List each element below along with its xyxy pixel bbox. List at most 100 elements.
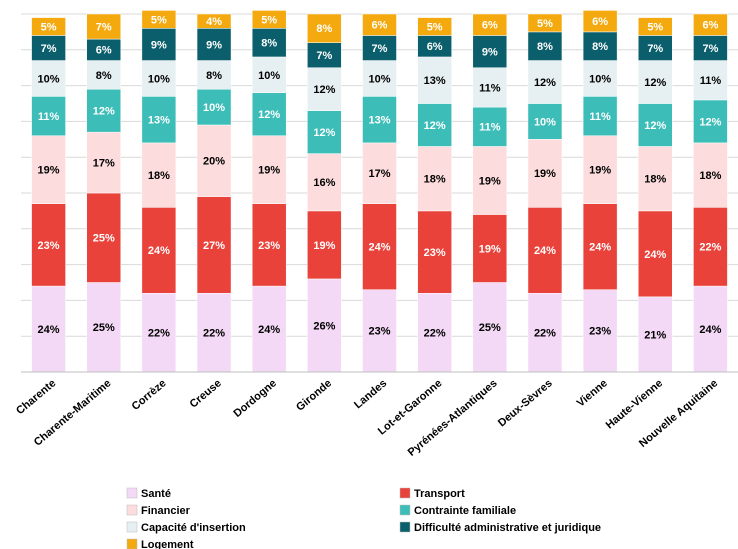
- value-label: 9%: [151, 39, 167, 51]
- value-label: 4%: [206, 16, 222, 28]
- bar-segment: [141, 142, 177, 208]
- value-label: 24%: [258, 324, 280, 336]
- x-tick-label: Pyrénées-Atlantiques: [406, 377, 500, 458]
- value-label: 12%: [644, 120, 666, 132]
- value-label: 22%: [699, 242, 721, 254]
- bar-segment: [527, 139, 563, 208]
- value-label: 10%: [38, 73, 60, 85]
- value-label: 5%: [537, 18, 553, 30]
- value-label: 8%: [537, 41, 553, 53]
- x-tick-label: Vienne: [575, 377, 610, 409]
- value-label: 11%: [700, 75, 722, 87]
- value-label: 27%: [203, 240, 225, 252]
- value-label: 24%: [589, 242, 611, 254]
- value-label: 18%: [644, 174, 666, 186]
- legend-label: Logement: [141, 539, 194, 549]
- value-label: 13%: [148, 115, 170, 127]
- bar-segment: [527, 60, 563, 104]
- value-label: 18%: [699, 170, 721, 182]
- bar-segment: [307, 42, 342, 68]
- bar-segment: [693, 13, 728, 36]
- value-label: 6%: [427, 41, 443, 53]
- bar-segment: [251, 56, 287, 94]
- legend-swatch: [126, 504, 138, 516]
- value-label: 19%: [479, 175, 501, 187]
- bar-segment: [86, 192, 121, 283]
- value-label: 7%: [647, 43, 663, 55]
- value-label: 19%: [589, 165, 611, 177]
- legend-label: Santé: [141, 488, 171, 500]
- value-label: 7%: [702, 43, 718, 55]
- bar-segment: [417, 56, 452, 104]
- value-label: 24%: [644, 249, 666, 261]
- value-label: 25%: [479, 322, 501, 334]
- value-label: 5%: [41, 21, 57, 33]
- bar-segment: [141, 96, 177, 144]
- value-label: 19%: [313, 240, 335, 252]
- bar-segment: [196, 124, 232, 197]
- value-label: 5%: [261, 14, 277, 26]
- value-label: 12%: [93, 106, 115, 118]
- bar-segment: [638, 296, 673, 373]
- bar-segment: [417, 292, 452, 373]
- legend-label: Contrainte familiale: [414, 505, 516, 517]
- bar-segment: [693, 60, 728, 101]
- bar-segment: [141, 207, 177, 294]
- bar-segment: [417, 146, 452, 212]
- bar-segment: [527, 13, 563, 33]
- bar-segment: [86, 282, 121, 373]
- bar-segment: [582, 60, 618, 97]
- value-label: 20%: [203, 156, 225, 168]
- bar-segment: [693, 35, 728, 61]
- bar-segment: [251, 203, 287, 287]
- value-label: 19%: [38, 165, 60, 177]
- value-label: 19%: [534, 168, 556, 180]
- value-label: 12%: [534, 77, 556, 89]
- value-label: 19%: [479, 243, 501, 255]
- bar-segment: [196, 60, 232, 90]
- bar-segment: [86, 60, 121, 90]
- value-label: 11%: [38, 111, 60, 123]
- value-label: 25%: [93, 233, 115, 245]
- legend-swatch: [399, 487, 411, 499]
- value-label: 16%: [313, 177, 335, 189]
- value-label: 5%: [427, 21, 443, 33]
- value-label: 7%: [372, 43, 388, 55]
- bar-segment: [638, 210, 673, 298]
- value-label: 6%: [702, 20, 718, 32]
- bar-segment: [362, 142, 397, 204]
- bar-segment: [86, 13, 121, 40]
- bar-segment: [527, 103, 563, 140]
- bar-segment: [638, 146, 673, 212]
- value-label: 5%: [647, 21, 663, 33]
- legend-label: Capacité d'insertion: [141, 522, 246, 534]
- bar-segment: [251, 10, 287, 29]
- bar-segment: [86, 88, 121, 133]
- legend-label: Financier: [141, 505, 191, 517]
- bar-segment: [141, 292, 177, 373]
- value-label: 24%: [368, 242, 390, 254]
- legend-label: Difficulté administrative et juridique: [414, 522, 601, 534]
- value-label: 10%: [368, 73, 390, 85]
- x-tick-label: Haute-Vienne: [604, 377, 665, 431]
- bar-segment: [307, 13, 342, 43]
- bar-segment: [141, 10, 177, 29]
- bar-segment: [251, 92, 287, 136]
- value-label: 19%: [258, 165, 280, 177]
- bar-segment: [582, 10, 618, 33]
- bar-segment: [196, 292, 232, 373]
- bar-segment: [417, 103, 452, 147]
- x-tick-label: Deux-Sèvres: [496, 377, 555, 429]
- value-label: 24%: [38, 324, 60, 336]
- value-label: 6%: [96, 45, 112, 57]
- value-label: 10%: [258, 70, 280, 82]
- value-label: 22%: [148, 328, 170, 340]
- value-label: 9%: [482, 46, 498, 58]
- bar-segment: [417, 17, 452, 36]
- value-label: 11%: [479, 82, 501, 94]
- value-label: 10%: [203, 102, 225, 114]
- bar-segment: [31, 60, 66, 97]
- bar-segment: [527, 292, 563, 373]
- bar-segment: [582, 289, 618, 373]
- value-label: 24%: [534, 245, 556, 257]
